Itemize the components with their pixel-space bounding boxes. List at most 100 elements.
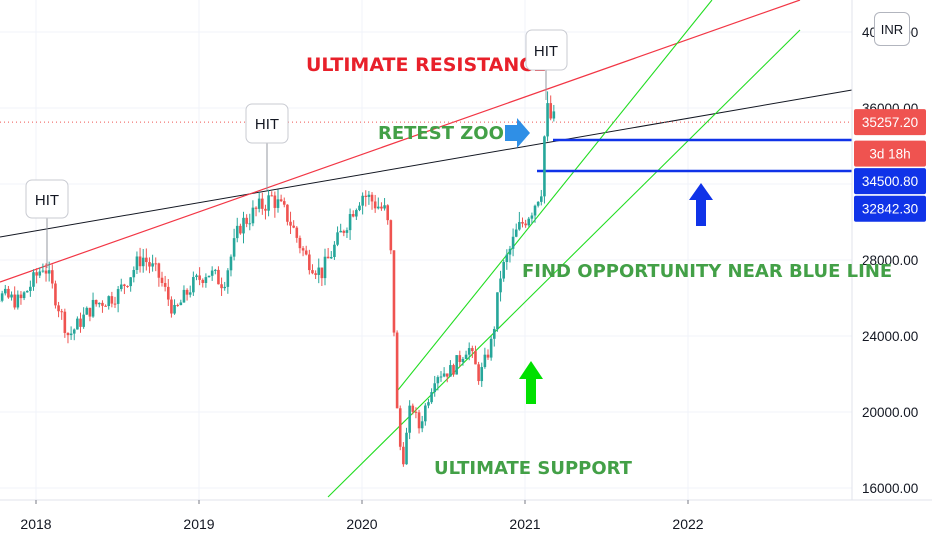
candle-body xyxy=(361,195,364,206)
candle-body xyxy=(16,294,20,308)
resistance-line-red xyxy=(0,0,801,283)
candle-body xyxy=(536,201,540,206)
candle-body xyxy=(471,348,474,352)
candle-body xyxy=(51,270,54,284)
candle-body xyxy=(464,354,468,359)
candle-body xyxy=(351,214,355,217)
candle-body xyxy=(232,238,236,257)
candle-body xyxy=(242,217,245,234)
candle-body xyxy=(329,257,333,259)
candle-body xyxy=(405,432,408,465)
hit-callout-2019: HIT xyxy=(245,103,289,190)
candle-body xyxy=(157,263,161,278)
candle-body xyxy=(326,256,330,259)
candle-body xyxy=(145,257,148,263)
candle-body xyxy=(320,267,324,279)
candle-body xyxy=(408,405,411,433)
candle-body xyxy=(123,284,126,286)
candle-body xyxy=(389,220,393,251)
candle-body xyxy=(85,307,89,315)
candle-body xyxy=(455,355,458,375)
candle-body xyxy=(226,270,230,287)
candle-body xyxy=(135,256,139,270)
candle-body xyxy=(527,218,531,226)
candle-body xyxy=(511,236,515,249)
candle-body xyxy=(270,195,274,197)
candle-body xyxy=(54,283,57,306)
price-axis-panel[interactable] xyxy=(852,0,932,500)
candle-body xyxy=(195,275,198,278)
candle-body xyxy=(217,269,220,285)
candle-body xyxy=(436,377,440,384)
candle-body xyxy=(518,222,521,230)
candle-body xyxy=(138,256,142,267)
candle-body xyxy=(154,263,158,265)
candle-body xyxy=(342,230,346,233)
candle-body xyxy=(19,294,23,299)
candle-body xyxy=(445,373,449,377)
time-axis: 2018 2019 2020 2021 2022 xyxy=(20,500,704,532)
candle-body xyxy=(104,305,107,307)
candle-body xyxy=(248,223,252,225)
candle-body xyxy=(201,279,205,283)
candle-body xyxy=(282,201,286,205)
candle-body xyxy=(499,278,502,293)
candle-body xyxy=(76,318,79,330)
candle-body xyxy=(44,270,48,274)
candle-body xyxy=(82,314,85,327)
time-axis-panel[interactable] xyxy=(0,500,932,550)
candle-body xyxy=(198,275,201,280)
candle-body xyxy=(364,195,368,197)
candle-body xyxy=(101,302,104,306)
candle-body xyxy=(370,194,374,202)
candle-body xyxy=(433,383,437,393)
x-tick-label: 2021 xyxy=(509,516,540,532)
candle-body xyxy=(461,358,465,363)
candle-body xyxy=(386,205,390,221)
candle-body xyxy=(141,257,145,267)
y-tick-label: 16000.00 xyxy=(862,481,918,496)
candle-body xyxy=(286,204,289,222)
candle-body xyxy=(229,256,233,271)
candle-body xyxy=(477,364,480,382)
annotation-opportunity: FIND OPPORTUNITY NEAR BLUE LINE xyxy=(522,261,892,282)
candle-body xyxy=(72,329,76,334)
candle-body xyxy=(348,214,352,231)
candle-body xyxy=(148,262,151,267)
price-tag: 3d 18h xyxy=(854,140,926,167)
candle-body xyxy=(355,210,358,217)
price-tag: 35257.20 xyxy=(854,109,926,136)
channel-line-upper xyxy=(397,0,713,391)
candle-body xyxy=(41,270,45,272)
candle-body xyxy=(261,198,264,209)
candle-body xyxy=(552,111,556,119)
candle-body xyxy=(119,284,123,290)
currency-button[interactable]: INR xyxy=(874,12,910,46)
candle-body xyxy=(505,254,509,263)
svg-text:3d 18h: 3d 18h xyxy=(869,147,910,162)
candle-body xyxy=(383,205,386,209)
candle-body xyxy=(29,286,32,291)
hit-callout-2021: HIT xyxy=(525,29,568,100)
candle-body xyxy=(442,373,446,377)
y-tick-label: 24000.00 xyxy=(862,329,918,344)
x-tick-label: 2020 xyxy=(346,516,377,532)
candle-body xyxy=(254,207,258,209)
candle-body xyxy=(7,288,10,298)
candle-body xyxy=(63,311,67,333)
candle-body xyxy=(398,408,402,447)
candle-body xyxy=(549,103,553,119)
trend-lines xyxy=(0,0,853,498)
candle-body xyxy=(239,225,242,234)
candle-body xyxy=(304,250,308,255)
candle-body xyxy=(173,304,176,314)
candle-body xyxy=(373,201,377,209)
candle-body xyxy=(13,294,16,308)
candle-body xyxy=(430,392,433,403)
candles xyxy=(0,91,556,467)
candle-body xyxy=(207,275,211,278)
candle-body xyxy=(166,286,170,300)
candle-body xyxy=(110,296,114,304)
candle-body xyxy=(192,277,195,293)
